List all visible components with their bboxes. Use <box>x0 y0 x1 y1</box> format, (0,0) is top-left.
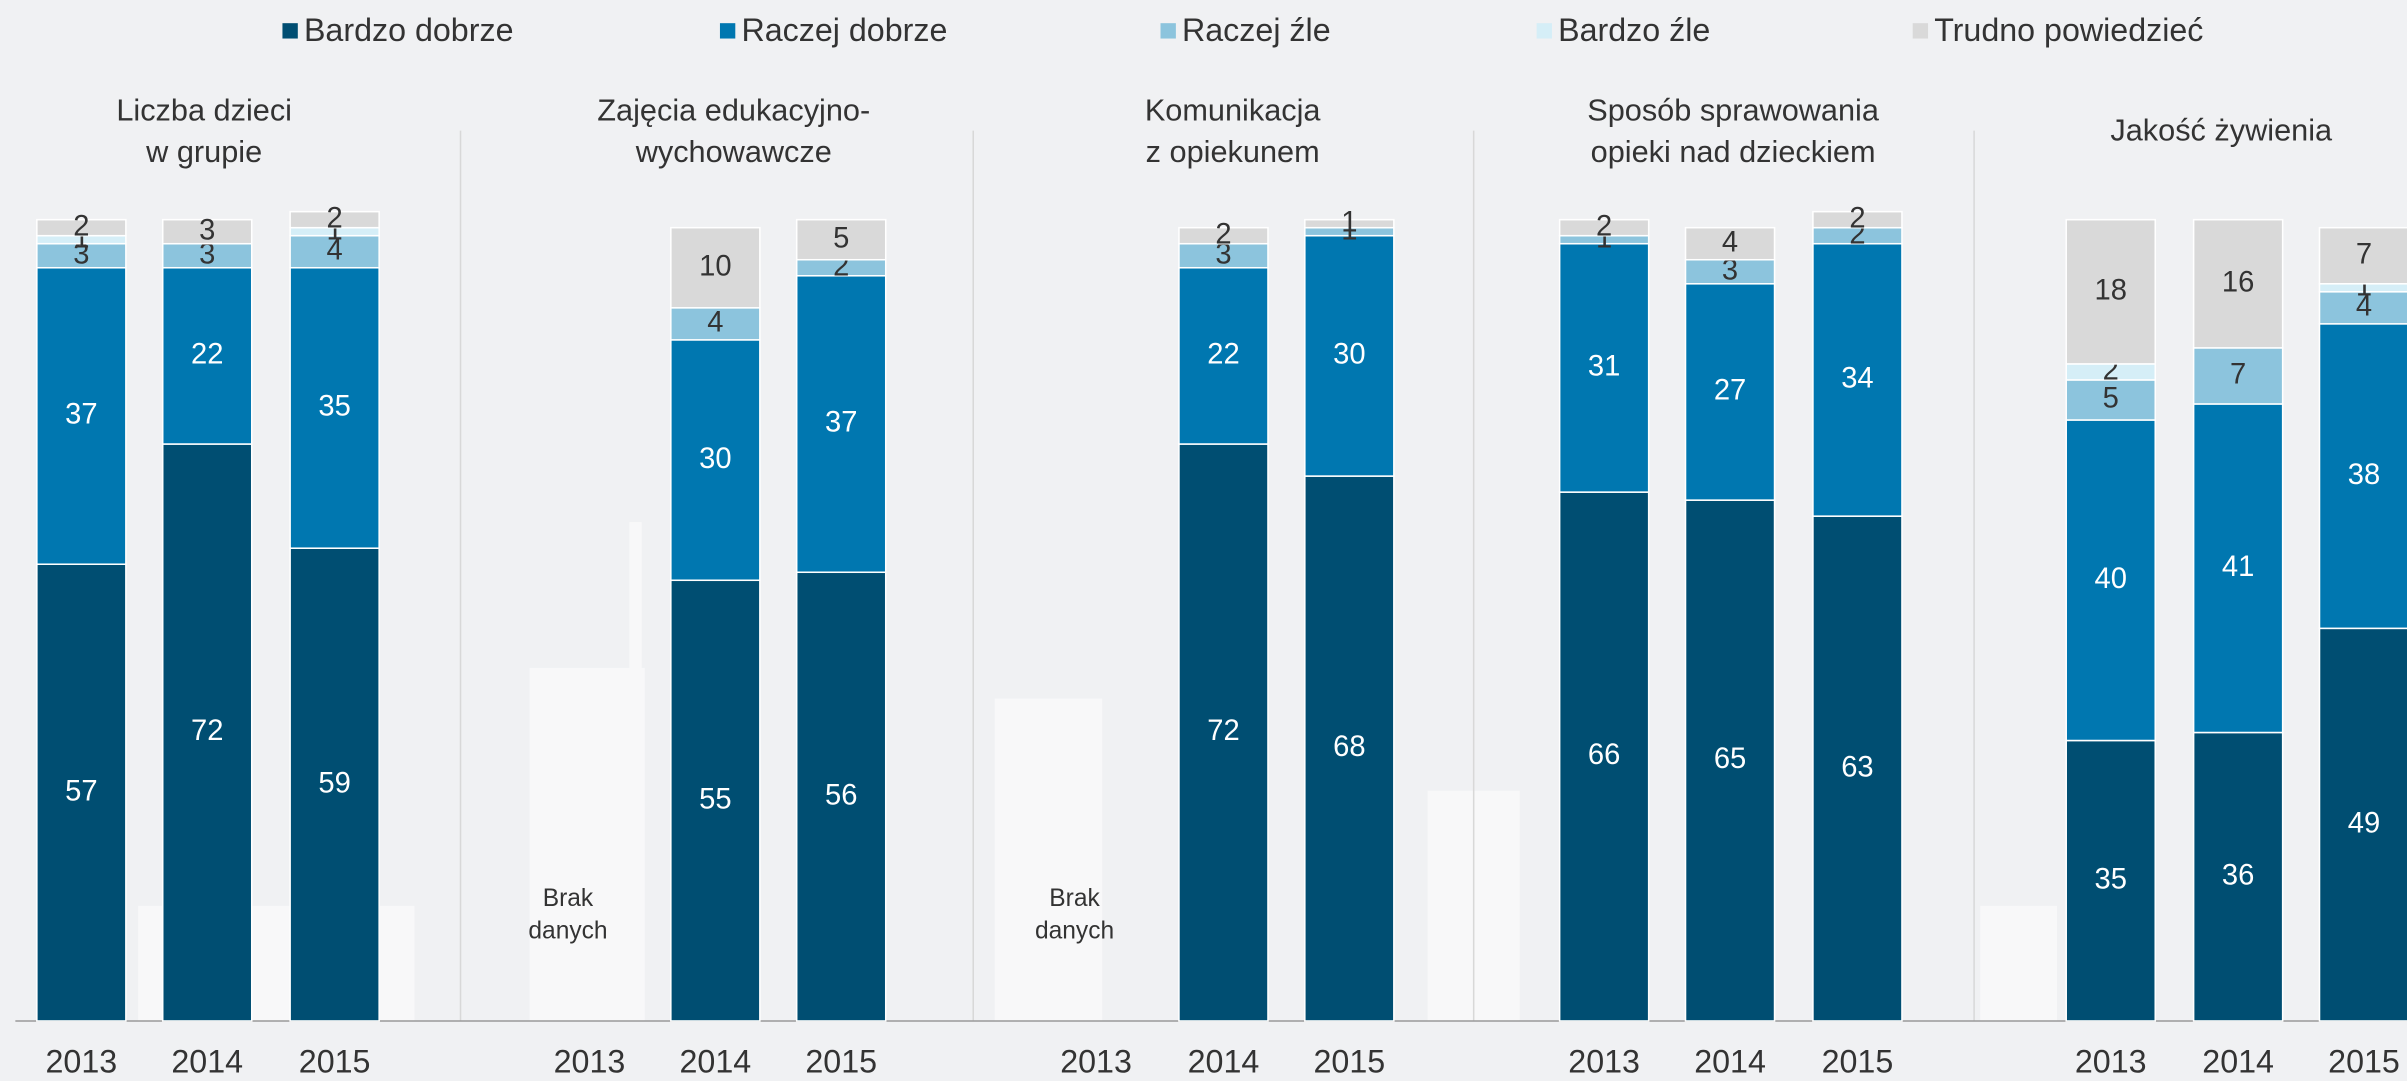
x-tick-label: 2015 <box>1822 1043 1894 1079</box>
data-label: 3 <box>199 214 215 246</box>
no-data-note: Brak <box>1049 885 1100 912</box>
data-label: 37 <box>825 407 857 439</box>
data-label: 2 <box>1596 210 1612 242</box>
no-data-note: Brak <box>543 885 594 912</box>
data-label: 56 <box>825 779 857 811</box>
legend-label: Bardzo dobrze <box>304 12 514 48</box>
data-label: 4 <box>1722 226 1738 258</box>
data-label: 22 <box>1207 339 1239 371</box>
x-tick-label: 2013 <box>1060 1043 1132 1079</box>
data-label: 38 <box>2348 459 2380 491</box>
legend-label: Raczej źle <box>1182 12 1331 48</box>
panel-title: w grupie <box>145 134 262 169</box>
x-tick-label: 2014 <box>171 1043 243 1079</box>
x-tick-label: 2013 <box>46 1043 118 1079</box>
legend-label: Raczej dobrze <box>741 12 947 48</box>
data-label: 2 <box>327 202 343 234</box>
no-data-note: danych <box>528 917 607 944</box>
x-tick-label: 2014 <box>680 1043 752 1079</box>
data-label: 59 <box>318 767 350 799</box>
data-label: 2 <box>73 210 89 242</box>
data-label: 68 <box>1333 731 1365 763</box>
data-label: 27 <box>1714 375 1746 407</box>
x-tick-label: 2015 <box>1313 1043 1385 1079</box>
panel-title: opieki nad dzieckiem <box>1591 134 1876 169</box>
x-tick-label: 2014 <box>2202 1043 2274 1079</box>
data-label: 36 <box>2222 859 2254 891</box>
legend-label: Trudno powiedzieć <box>1934 12 2203 48</box>
data-label: 5 <box>2103 383 2119 415</box>
panel-title: wychowawcze <box>635 134 832 169</box>
no-data-note: danych <box>1035 917 1114 944</box>
data-label: 35 <box>2095 863 2127 895</box>
data-label: 72 <box>1207 715 1239 747</box>
x-tick-label: 2015 <box>299 1043 371 1079</box>
panel-title: Sposób sprawowania <box>1587 92 1880 127</box>
data-label: 10 <box>699 250 731 282</box>
data-label: 31 <box>1588 351 1620 383</box>
x-tick-label: 2013 <box>1568 1043 1640 1079</box>
data-label: 57 <box>65 775 97 807</box>
x-tick-label: 2013 <box>2075 1043 2147 1079</box>
legend-swatch <box>1161 23 1176 38</box>
data-label: 63 <box>1841 751 1873 783</box>
legend-swatch <box>1913 23 1928 38</box>
x-tick-label: 2015 <box>805 1043 877 1079</box>
legend-label: Bardzo źle <box>1558 12 1710 48</box>
data-label: 2 <box>1849 202 1865 234</box>
data-label: 16 <box>2222 266 2254 298</box>
x-tick-label: 2014 <box>1694 1043 1766 1079</box>
data-label: 37 <box>65 399 97 431</box>
data-label: 40 <box>2095 563 2127 595</box>
legend-swatch <box>720 23 735 38</box>
data-label: 22 <box>191 339 223 371</box>
data-label: 2 <box>1215 218 1231 250</box>
legend-swatch <box>1537 23 1552 38</box>
data-label: 55 <box>699 783 731 815</box>
legend-swatch <box>282 23 297 38</box>
data-label: 34 <box>1841 363 1873 395</box>
panel-title: Liczba dzieci <box>116 92 292 127</box>
data-label: 35 <box>318 391 350 423</box>
panel-title: Komunikacja <box>1145 92 1322 127</box>
data-label: 7 <box>2230 359 2246 391</box>
x-tick-label: 2015 <box>2328 1043 2400 1079</box>
data-label: 1 <box>1341 206 1357 238</box>
panel-title: z opiekunem <box>1146 134 1320 169</box>
data-label: 30 <box>1333 339 1365 371</box>
data-label: 72 <box>191 715 223 747</box>
panel-title: Jakość żywienia <box>2110 112 2333 147</box>
data-label: 41 <box>2222 551 2254 583</box>
data-label: 66 <box>1588 739 1620 771</box>
data-label: 5 <box>833 222 849 254</box>
data-label: 7 <box>2356 238 2372 270</box>
data-label: 4 <box>707 307 723 339</box>
data-label: 30 <box>699 443 731 475</box>
panel-title: Zajęcia edukacyjno- <box>597 92 870 127</box>
x-tick-label: 2013 <box>554 1043 626 1079</box>
data-label: 18 <box>2095 274 2127 306</box>
data-label: 49 <box>2348 807 2380 839</box>
chart: Bardzo dobrze Raczej dobrze Raczej źle Bard… <box>0 0 2407 1081</box>
data-label: 65 <box>1714 743 1746 775</box>
x-tick-label: 2014 <box>1188 1043 1260 1079</box>
